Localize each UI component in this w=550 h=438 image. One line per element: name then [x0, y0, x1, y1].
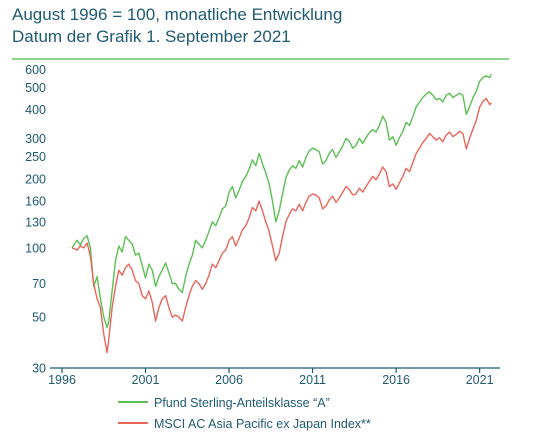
y-tick-label: 50	[32, 311, 46, 325]
y-tick-label: 130	[25, 215, 46, 229]
x-tick-label: 2006	[215, 373, 243, 387]
y-tick-label: 600	[25, 63, 46, 77]
title-divider	[12, 58, 509, 60]
x-axis: 1996 2001 2006 2011 2016 2021	[48, 368, 494, 387]
y-tick-label: 300	[25, 132, 46, 146]
series-line-fund	[71, 73, 492, 329]
x-tick-label: 1996	[48, 373, 76, 387]
y-tick-label: 500	[25, 81, 46, 95]
y-tick-label: 30	[32, 362, 46, 376]
series-lines	[71, 73, 492, 354]
line-chart: 30 50 70 100 130 160 200 250 300 400 500 600 1996 20…	[25, 63, 500, 387]
y-tick-label: 100	[25, 241, 46, 255]
x-tick-label: 2001	[132, 373, 160, 387]
legend-swatch-fund	[118, 400, 148, 403]
chart-subtitle: Datum der Grafik 1. September 2021	[12, 27, 291, 46]
y-tick-label: 70	[32, 277, 46, 291]
legend-item-index: MSCI AC Asia Pacific ex Japan Index**	[118, 417, 371, 431]
y-tick-label: 160	[25, 195, 46, 209]
x-tick-label: 2011	[299, 373, 326, 387]
chart-title: August 1996 = 100, monatliche Entwicklun…	[12, 5, 343, 24]
y-tick-label: 200	[25, 172, 46, 186]
series-line-index	[71, 97, 492, 354]
legend-swatch-index	[118, 421, 148, 424]
x-tick-label: 2021	[466, 373, 494, 387]
legend-item-fund: Pfund Sterling-Anteilsklasse “A”	[118, 396, 330, 410]
legend-label-fund: Pfund Sterling-Anteilsklasse “A”	[154, 396, 330, 410]
y-tick-label: 400	[25, 103, 46, 117]
y-tick-label: 250	[25, 150, 46, 164]
x-tick-label: 2016	[382, 373, 410, 387]
legend-label-index: MSCI AC Asia Pacific ex Japan Index**	[154, 417, 371, 431]
y-axis: 30 50 70 100 130 160 200 250 300 400 500 600	[25, 63, 46, 376]
